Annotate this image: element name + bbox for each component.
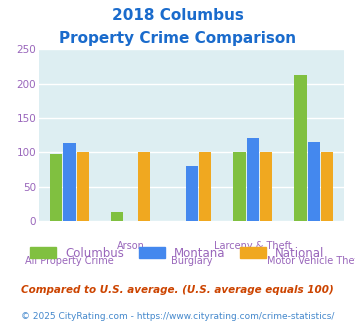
- Bar: [64, 143, 76, 221]
- Text: All Property Crime: All Property Crime: [25, 256, 114, 266]
- Text: 2018 Columbus: 2018 Columbus: [111, 8, 244, 23]
- Text: Motor Vehicle Theft: Motor Vehicle Theft: [267, 256, 355, 266]
- Bar: [247, 138, 259, 221]
- Text: Larceny & Theft: Larceny & Theft: [214, 241, 292, 250]
- Bar: [260, 152, 272, 221]
- Text: Burglary: Burglary: [171, 256, 212, 266]
- Bar: [77, 152, 89, 221]
- Text: Arson: Arson: [117, 241, 144, 250]
- Bar: [321, 152, 333, 221]
- Bar: [199, 152, 211, 221]
- Bar: [233, 152, 246, 221]
- Bar: [186, 166, 198, 221]
- Bar: [138, 152, 150, 221]
- Legend: Columbus, Montana, National: Columbus, Montana, National: [26, 242, 329, 264]
- Text: Property Crime Comparison: Property Crime Comparison: [59, 31, 296, 46]
- Text: © 2025 CityRating.com - https://www.cityrating.com/crime-statistics/: © 2025 CityRating.com - https://www.city…: [21, 312, 334, 321]
- Bar: [50, 154, 62, 221]
- Bar: [308, 142, 320, 221]
- Text: Compared to U.S. average. (U.S. average equals 100): Compared to U.S. average. (U.S. average …: [21, 285, 334, 295]
- Bar: [294, 75, 307, 221]
- Bar: [111, 212, 124, 221]
